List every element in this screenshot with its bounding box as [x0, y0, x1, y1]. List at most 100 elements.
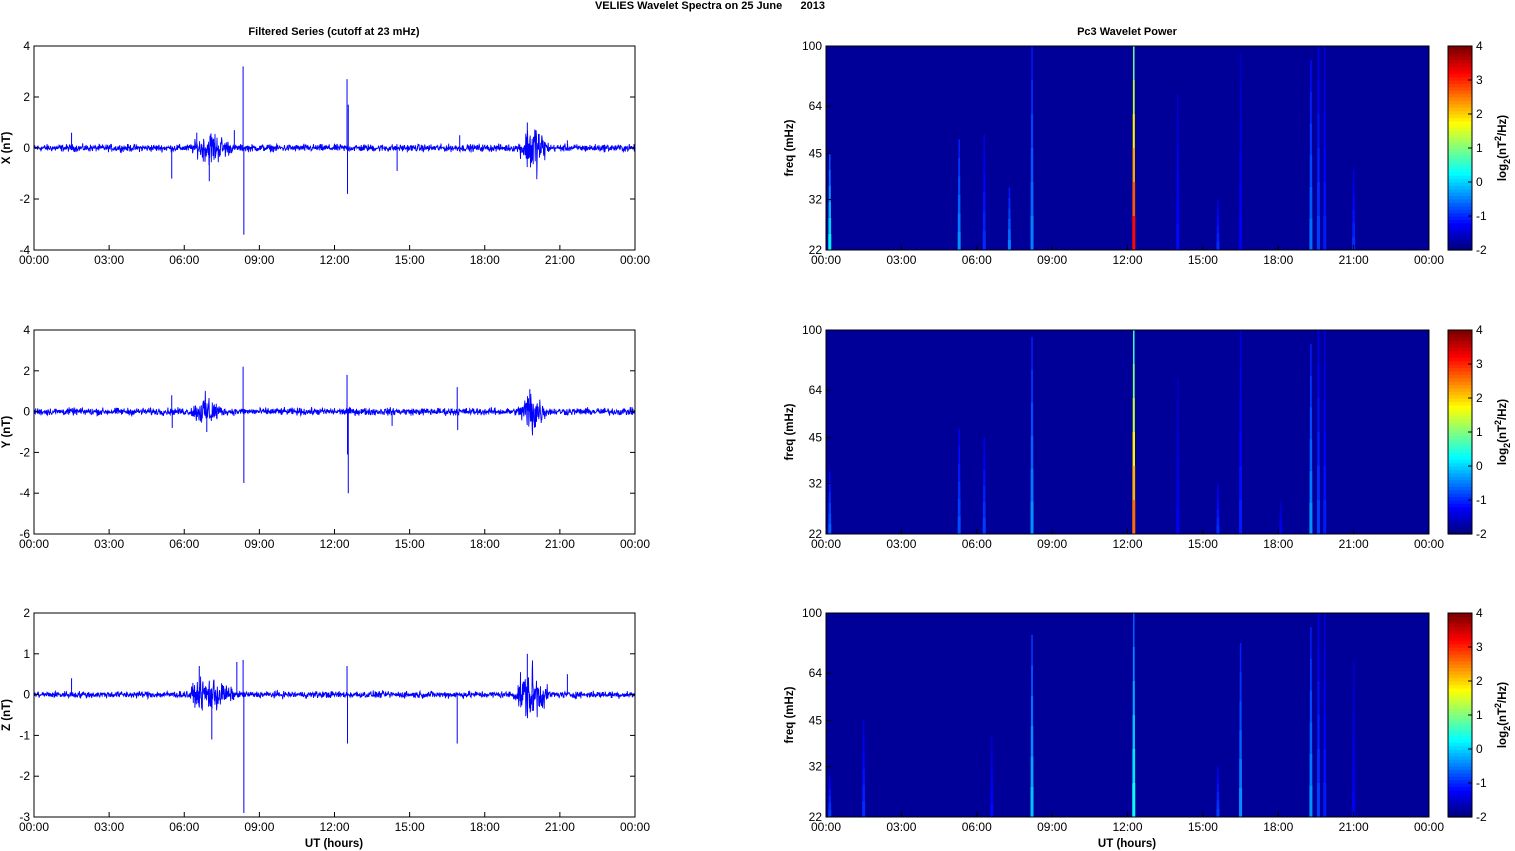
wavelet-z-xtick-label: 09:00	[1037, 820, 1067, 834]
colorbar-tick-label: 2	[1476, 391, 1483, 405]
colorbar-swatch	[1448, 810, 1472, 815]
colorbar-swatch	[1448, 449, 1472, 453]
wavelet-x-streak	[1352, 209, 1355, 224]
colorbar-swatch	[1448, 643, 1472, 648]
colorbar-swatch	[1448, 783, 1472, 787]
colorbar-swatch	[1448, 114, 1472, 118]
wavelet-x-streak	[828, 185, 831, 202]
series-x-xtick-label: 15:00	[395, 253, 425, 267]
colorbar-swatch	[1448, 674, 1472, 679]
wavelet-z-streak	[1133, 613, 1135, 647]
colorbar-swatch	[1448, 694, 1472, 699]
wavelet-x-streak	[1309, 186, 1313, 219]
series-x-ytick-label: 0	[23, 141, 30, 155]
wavelet-y-streak	[1216, 500, 1219, 509]
wavelet-x-streak	[1030, 148, 1034, 182]
colorbar-swatch	[1448, 789, 1472, 794]
wavelet-z-streak	[1030, 695, 1034, 726]
wavelet-z-xtick-label: 00:00	[1414, 820, 1444, 834]
wavelet-y-streak	[957, 498, 961, 517]
wavelet-y-streak	[983, 453, 986, 470]
colorbar-swatch	[1448, 52, 1472, 57]
wavelet-x-streak	[1008, 229, 1011, 240]
colorbar-tick-label: -1	[1476, 776, 1487, 790]
series-y-xtick-label: 09:00	[244, 537, 274, 551]
series-z-xtick-label: 15:00	[395, 820, 425, 834]
colorbar-swatch	[1448, 619, 1472, 624]
wavelet-x-streak	[1176, 172, 1179, 199]
wavelet-z-streak	[1132, 783, 1136, 817]
colorbar-swatch	[1448, 681, 1472, 685]
wavelet-x-streak	[982, 230, 986, 250]
wavelet-y-streak	[1309, 502, 1313, 534]
wavelet-x-streak	[1309, 123, 1312, 156]
wavelet-z-streak	[828, 782, 831, 790]
colorbar-swatch	[1448, 80, 1472, 84]
wavelet-z-streak	[1309, 690, 1312, 723]
colorbar-swatch	[1448, 483, 1472, 487]
colorbar-swatch	[1448, 745, 1472, 750]
colorbar-swatch	[1448, 425, 1472, 430]
colorbar-swatch	[1448, 466, 1472, 470]
wavelet-z-streak	[862, 736, 865, 753]
series-z-xtick-label: 00:00	[19, 820, 49, 834]
colorbar-swatch	[1448, 49, 1472, 54]
colorbar-swatch	[1448, 394, 1472, 399]
colorbar-swatch	[1448, 134, 1472, 139]
wavelet-x-streak	[958, 139, 960, 158]
wavelet-z-streak	[862, 720, 865, 737]
wavelet-z-streak	[1352, 739, 1355, 766]
series-y-xtick-label: 06:00	[169, 537, 199, 551]
wavelet-x-streak	[1132, 80, 1135, 114]
wavelet-z-xtick-label: 18:00	[1263, 820, 1293, 834]
wavelet-y-streak	[1309, 470, 1313, 503]
right-column-title: Pc3 Wavelet Power	[1077, 26, 1178, 38]
colorbar-swatch	[1448, 735, 1472, 740]
wavelet-z-ytick-label: 32	[809, 760, 823, 774]
wavelet-z-streak	[862, 800, 866, 817]
wavelet-y-streak	[1132, 398, 1135, 432]
series-x-trace	[33, 129, 636, 180]
wavelet-y-streak	[1310, 344, 1312, 376]
wavelet-x-colorbar: 4 3 2 1 0 -1 -2 log2(nT2/Hz)	[1447, 39, 1512, 257]
wavelet-z-streak	[1352, 791, 1356, 817]
colorbar-swatch	[1448, 813, 1472, 818]
wavelet-y-streak	[1323, 432, 1326, 466]
colorbar-swatch	[1448, 438, 1472, 443]
wavelet-z-ylabel: freq (mHz)	[784, 686, 796, 743]
wavelet-y-streak	[1216, 508, 1220, 518]
series-y-panel: 420-2-4-600:00 03:00 06:00 09:00 12:00 15:00 1…	[1, 323, 650, 551]
colorbar-swatch	[1448, 360, 1472, 365]
series-z-ytick-label: 1	[23, 647, 30, 661]
wavelet-y-streak	[1323, 364, 1326, 398]
wavelet-x-streak	[1352, 223, 1355, 237]
series-z-panel: 210-1-2-300:00 03:00 06:00 09:00 12:00 15:00 1…	[1, 606, 650, 834]
colorbar-swatch	[1448, 367, 1472, 372]
colorbar-swatch	[1448, 239, 1472, 244]
colorbar-swatch	[1448, 83, 1472, 88]
colorbar-swatch	[1448, 357, 1472, 362]
wavelet-z-xtick-label: 00:00	[811, 820, 841, 834]
colorbar-swatch	[1448, 154, 1472, 159]
wavelet-z-streak	[1132, 647, 1135, 681]
colorbar-swatch	[1448, 793, 1472, 798]
wavelet-z-streak	[1352, 687, 1355, 714]
wavelet-y-streak	[1176, 430, 1179, 457]
colorbar-tick-label: -1	[1476, 493, 1487, 507]
series-y-ytick-label: -4	[19, 486, 30, 500]
wavelet-z-streak	[1132, 681, 1135, 715]
colorbar-tick-label: 3	[1476, 357, 1483, 371]
colorbar-swatch	[1448, 677, 1472, 682]
wavelet-z-streak	[1217, 766, 1219, 775]
colorbar-tick-label: 3	[1476, 73, 1483, 87]
wavelet-x-xtick-label: 00:00	[1414, 253, 1444, 267]
colorbar-swatch	[1448, 216, 1472, 220]
wavelet-x-streak	[957, 213, 961, 232]
series-y-trace	[33, 390, 636, 436]
wavelet-y-ytick-label: 22	[809, 527, 823, 541]
series-y-ytick-label: 2	[23, 364, 30, 378]
wavelet-x-streak	[983, 172, 986, 193]
wavelet-y-streak	[1239, 466, 1242, 500]
wavelet-x-streak	[1309, 155, 1313, 187]
